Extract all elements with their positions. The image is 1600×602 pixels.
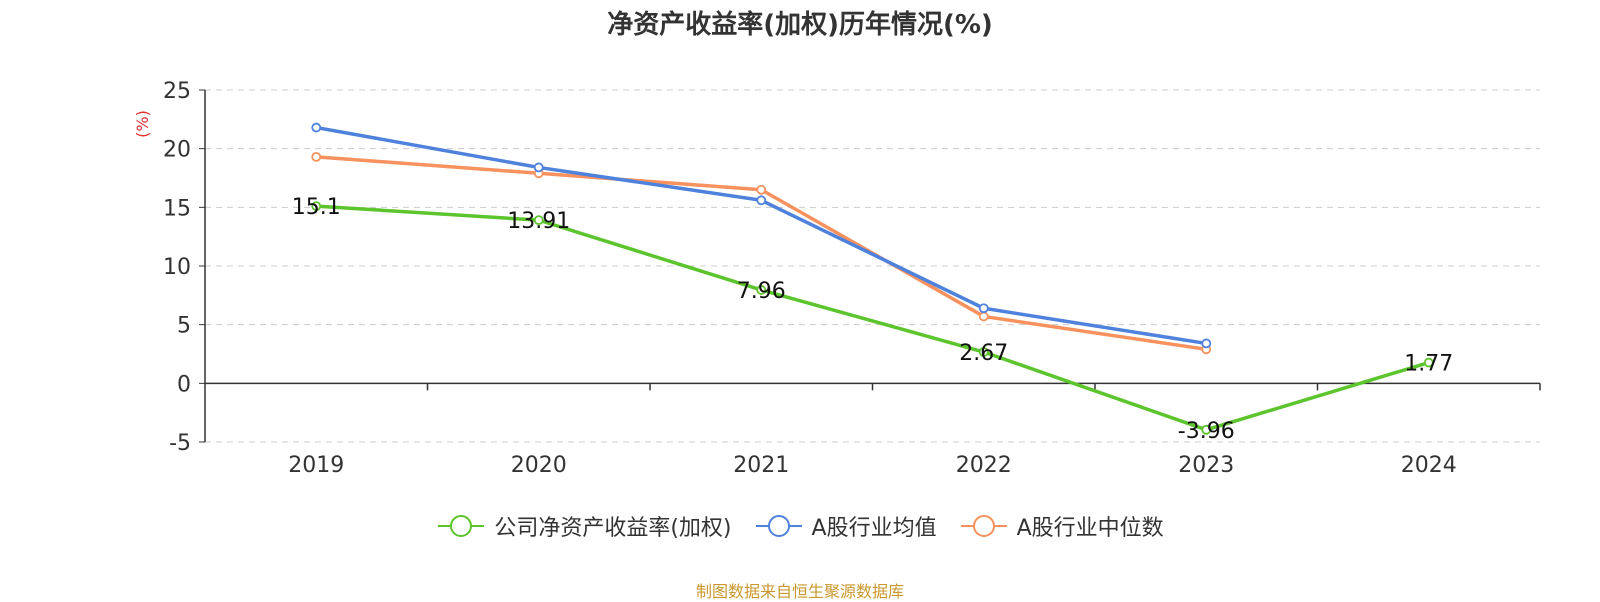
legend-swatch: [960, 515, 1007, 537]
data-point: [978, 303, 989, 314]
legend-label: 公司净资产收益率(加权): [494, 516, 732, 541]
series-line: [315, 125, 1207, 346]
data-point: [533, 162, 544, 173]
data-point: [756, 285, 767, 295]
data-label: 15.1: [292, 195, 341, 220]
y-tick-label: 0: [177, 372, 191, 397]
data-label: -3.96: [1178, 419, 1235, 444]
data-label: 7.96: [737, 279, 786, 304]
y-tick-label: 15: [163, 196, 191, 221]
data-label: 1.77: [1404, 352, 1453, 377]
legend-item[interactable]: A股行业中位数: [959, 510, 1164, 542]
y-tick-label: 5: [177, 314, 191, 339]
y-tick-label: 10: [163, 255, 191, 280]
data-point: [1201, 338, 1212, 349]
data-point: [756, 195, 767, 206]
legend-swatch: [438, 515, 485, 537]
data-point: [533, 215, 544, 226]
legend-swatch-marker: [450, 515, 473, 537]
y-tick-label: 20: [163, 138, 191, 163]
line-chart: 25 20 15 10 5 0 -5 2019 2020 2021 2022 2023 2024 (%) 1…: [133, 79, 1541, 478]
data-point: [311, 122, 322, 133]
legend-swatch-marker: [767, 515, 790, 537]
x-tick-label: 2021: [733, 453, 789, 478]
x-tick-label: 2023: [1178, 453, 1234, 478]
legend-item[interactable]: A股行业均值: [754, 510, 937, 542]
data-point: [1201, 424, 1212, 435]
data-label: 2.67: [959, 341, 1008, 366]
y-tick-label: 25: [163, 79, 191, 104]
legend-swatch-marker: [972, 515, 995, 537]
data-label: 13.91: [507, 209, 570, 234]
data-point: [756, 184, 767, 195]
x-tick-label: 2022: [956, 453, 1012, 478]
data-point: [978, 311, 989, 322]
x-tick-label: 2019: [288, 453, 344, 478]
data-point: [311, 201, 322, 212]
legend-item[interactable]: 公司净资产收益率(加权): [436, 510, 732, 542]
data-point: [311, 151, 322, 162]
legend-label: A股行业均值: [811, 516, 937, 541]
series-line: [316, 204, 1430, 432]
source-note: 制图数据来自恒生聚源数据库: [695, 582, 904, 601]
legend-swatch: [755, 515, 802, 537]
data-point: [978, 347, 989, 357]
x-tick-label: 2020: [511, 453, 567, 478]
chart-title: 净资产收益率(加权)历年情况(%): [607, 10, 993, 40]
data-point: [1423, 357, 1434, 368]
chart-legend: 公司净资产收益率(加权) A股行业均值 A股行业中位数: [0, 510, 1600, 542]
x-tick-label: 2024: [1401, 453, 1457, 478]
y-axis-label: (%): [133, 110, 152, 138]
y-tick-label: -5: [169, 431, 191, 456]
legend-label: A股行业中位数: [1016, 516, 1164, 541]
